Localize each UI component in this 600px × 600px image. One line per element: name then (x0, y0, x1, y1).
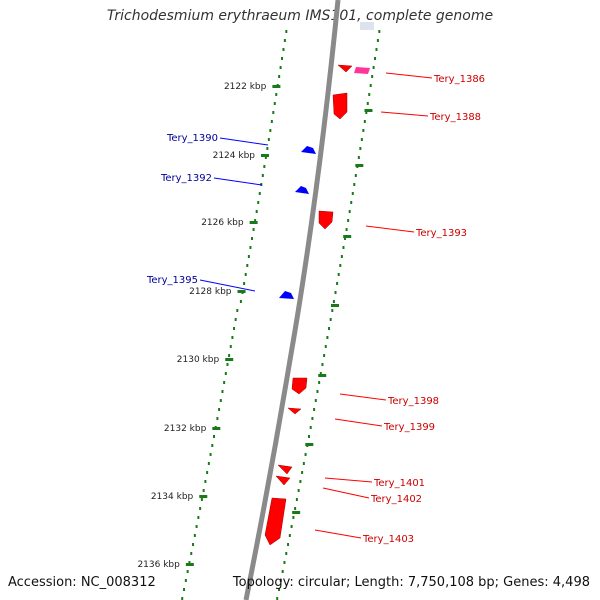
tick-label: 2136 kbp (137, 560, 180, 570)
callout-line (314, 529, 362, 539)
gene-arrow-forward[interactable] (277, 464, 293, 475)
tick-mark (237, 290, 246, 293)
tick-label: 2130 kbp (177, 355, 220, 365)
tick-mark (185, 563, 194, 566)
tick-label: 2128 kbp (189, 287, 232, 297)
tick-label: 2132 kbp (164, 424, 207, 434)
gene-label-forward[interactable]: Tery_1399 (383, 422, 435, 433)
tick-label: 2122 kbp (224, 82, 267, 92)
gene-label-reverse[interactable]: Tery_1390 (166, 133, 218, 144)
gene-arrow-other (354, 67, 370, 74)
gene-arrow-forward[interactable] (337, 64, 353, 73)
outer-tick-track (276, 30, 381, 600)
gene-arrow-forward[interactable] (275, 475, 291, 486)
gene-label-forward[interactable]: Tery_1398 (387, 396, 439, 407)
tick-mark (199, 495, 208, 498)
gene-arrow-forward[interactable] (264, 497, 287, 546)
tick-mark (272, 85, 281, 88)
gene-arrow-reverse[interactable] (279, 291, 294, 299)
callout-line (365, 225, 415, 233)
gene-arrow-forward[interactable] (318, 210, 334, 230)
tick-mark (249, 221, 258, 224)
gene-arrow-forward[interactable] (287, 407, 302, 415)
callout-line (213, 177, 263, 186)
tick-mark (225, 358, 234, 361)
gene-label-forward[interactable]: Tery_1403 (362, 534, 414, 545)
callout-line (324, 477, 373, 483)
genome-backbone (243, 0, 341, 600)
gene-arrow-forward[interactable] (332, 92, 348, 120)
tick-mark (212, 427, 221, 430)
gene-label-forward[interactable]: Tery_1386 (433, 74, 485, 85)
callout-line (219, 137, 269, 146)
map-title: Trichodesmium erythraeum IMS101, complet… (106, 8, 494, 24)
callout-line (385, 72, 433, 79)
gene-label-reverse[interactable]: Tery_1392 (160, 173, 212, 184)
gene-callouts: Tery_1386 Tery_1388 Tery_1393 Tery_1398 Tery… (146, 72, 485, 545)
callout-line (380, 111, 429, 117)
tick-mark (261, 154, 270, 157)
gene-label-forward[interactable]: Tery_1401 (373, 478, 425, 489)
tick-label: 2126 kbp (201, 218, 244, 228)
gene-label-forward[interactable]: Tery_1388 (429, 112, 481, 123)
faint-feature (360, 22, 374, 30)
tick-label: 2134 kbp (151, 492, 194, 502)
callout-line (322, 487, 370, 499)
gene-label-reverse[interactable]: Tery_1395 (146, 275, 198, 286)
gene-label-forward[interactable]: Tery_1393 (415, 228, 467, 239)
callout-line (334, 418, 383, 427)
gene-features (264, 22, 374, 546)
callout-line (199, 279, 256, 292)
gene-label-forward[interactable]: Tery_1402 (370, 494, 422, 505)
gene-arrow-reverse[interactable] (295, 186, 309, 194)
tick-labels: 2122 kbp 2124 kbp 2126 kbp 2128 kbp 2130 kbp… (137, 82, 281, 570)
gene-arrow-reverse[interactable] (301, 146, 316, 154)
gene-arrow-forward[interactable] (291, 377, 308, 395)
genome-summary: Topology: circular; Length: 7,750,108 bp… (232, 575, 590, 590)
tick-label: 2124 kbp (213, 151, 256, 161)
callout-line (339, 393, 387, 401)
accession-label: Accession: NC_008312 (8, 575, 156, 590)
